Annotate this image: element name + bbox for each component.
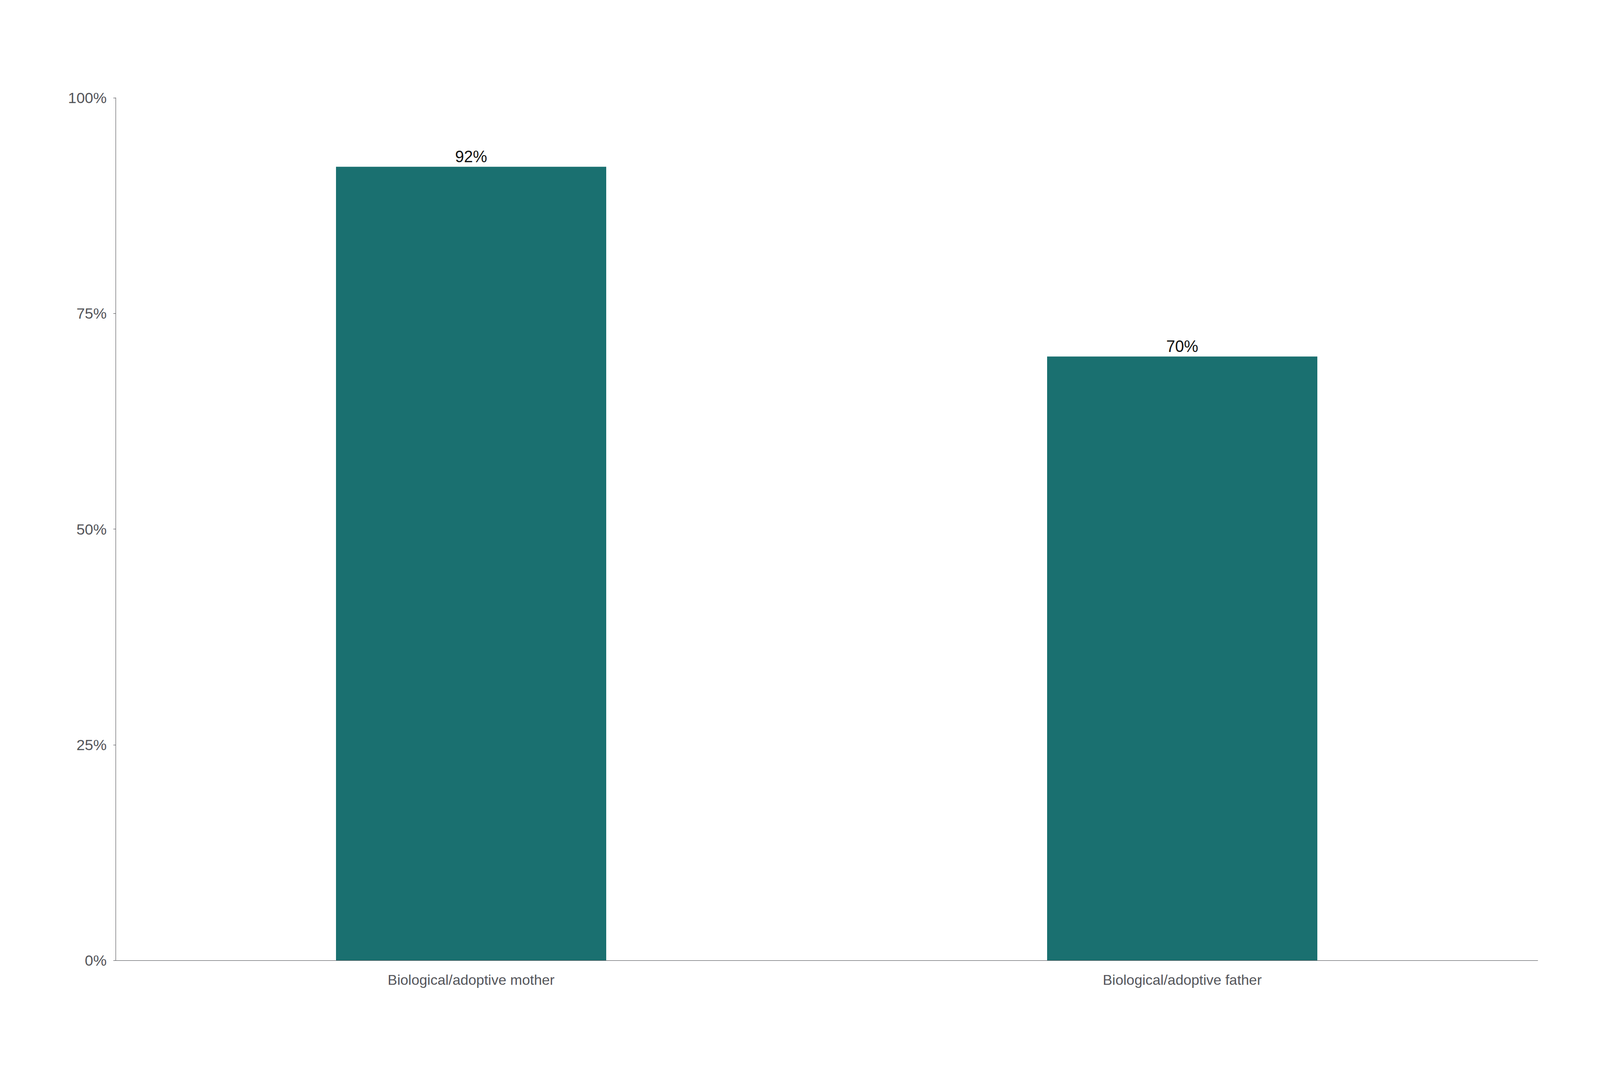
svg-text:70%: 70% bbox=[1166, 337, 1199, 356]
svg-text:50%: 50% bbox=[76, 520, 107, 538]
svg-text:25%: 25% bbox=[76, 736, 107, 754]
svg-text:Biological/adoptive mother: Biological/adoptive mother bbox=[387, 972, 555, 988]
svg-text:Biological/adoptive father: Biological/adoptive father bbox=[1102, 972, 1262, 988]
svg-text:100%: 100% bbox=[68, 89, 107, 107]
svg-text:75%: 75% bbox=[76, 304, 107, 322]
svg-text:0%: 0% bbox=[84, 952, 107, 969]
svg-text:92%: 92% bbox=[455, 147, 488, 166]
